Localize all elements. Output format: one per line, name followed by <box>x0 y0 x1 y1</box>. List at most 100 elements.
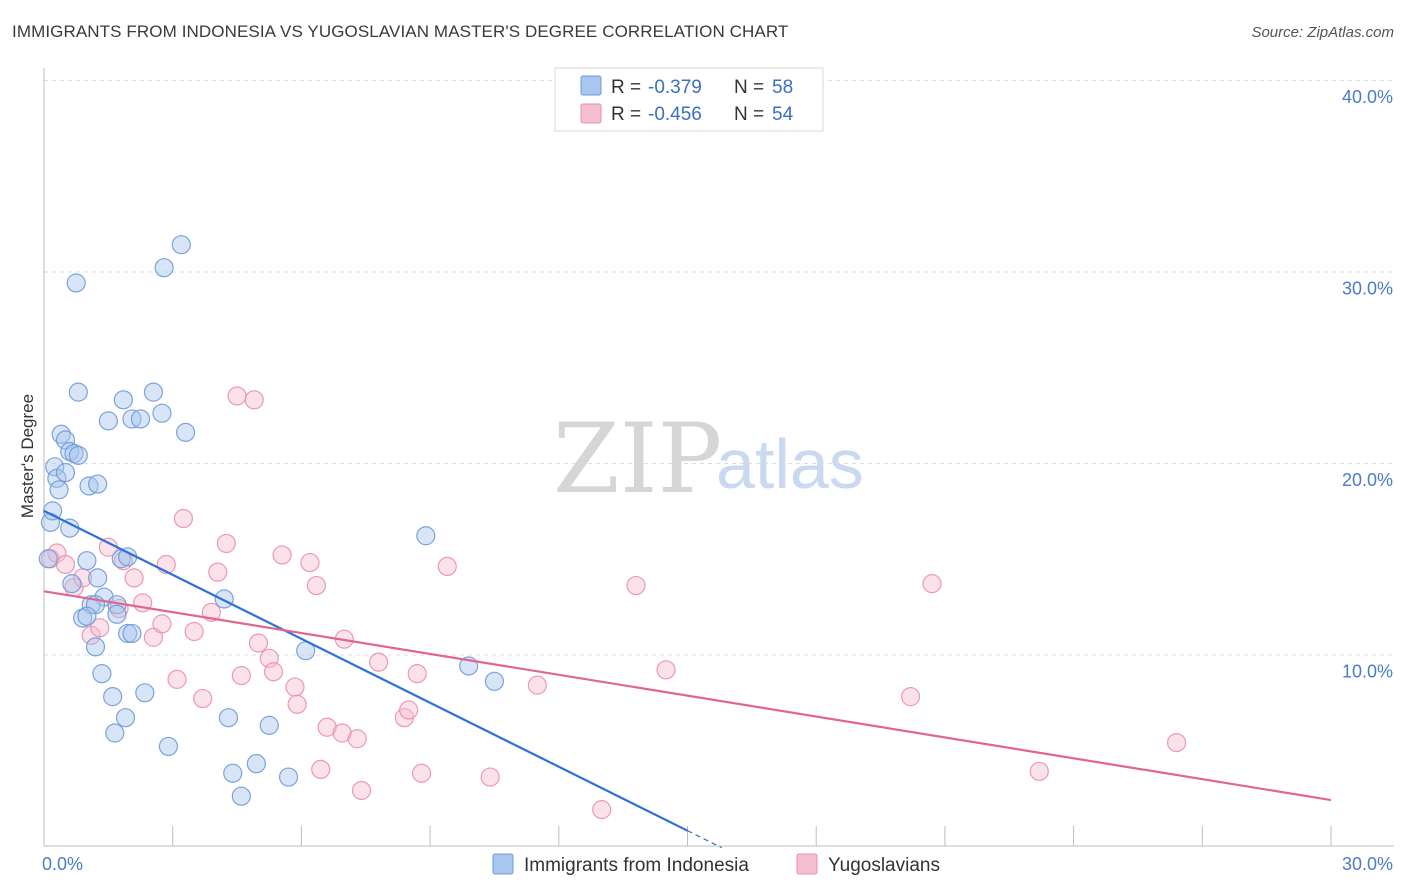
data-point-yugoslavians <box>900 687 921 707</box>
data-point-yugoslavians <box>231 665 251 686</box>
axes <box>43 68 1394 847</box>
trend-line-indonesia-extension <box>687 830 723 849</box>
data-point-indonesia <box>143 382 163 402</box>
data-point-indonesia <box>49 480 69 500</box>
data-point-indonesia <box>66 273 86 293</box>
legend-r-value: -0.379 <box>648 77 702 98</box>
data-point-yugoslavians <box>411 763 432 783</box>
legend-n-label: N = <box>734 104 764 125</box>
data-point-indonesia <box>105 723 125 743</box>
trend-line-yugoslavians <box>43 590 1332 802</box>
trend-line-indonesia <box>43 509 688 832</box>
data-point-indonesia <box>246 754 266 774</box>
data-point-indonesia <box>115 708 136 728</box>
data-point-yugoslavians <box>306 575 327 596</box>
data-point-yugoslavians <box>193 688 213 709</box>
legend-r-label: R = <box>611 77 641 98</box>
data-point-indonesia <box>45 457 65 477</box>
data-point-indonesia <box>278 767 299 787</box>
data-point-yugoslavians <box>480 767 500 787</box>
data-point-indonesia <box>85 637 106 657</box>
y-tick-label: 30.0% <box>1342 279 1393 299</box>
data-point-indonesia <box>68 382 88 402</box>
legend-n-value: 58 <box>772 77 793 98</box>
bottom-legend-swatch-yugoslavians <box>796 853 818 875</box>
data-point-indonesia <box>103 687 123 707</box>
data-point-indonesia <box>175 422 196 442</box>
data-point-indonesia <box>92 664 112 684</box>
data-point-indonesia <box>231 786 251 806</box>
data-point-indonesia <box>158 736 179 757</box>
data-point-indonesia <box>223 763 243 783</box>
data-point-indonesia <box>214 589 234 609</box>
data-point-yugoslavians <box>311 759 331 780</box>
data-point-yugoslavians <box>227 386 247 406</box>
data-point-yugoslavians <box>173 508 194 529</box>
data-point-yugoslavians <box>263 662 284 682</box>
data-point-indonesia <box>152 403 172 423</box>
data-point-yugoslavians <box>351 780 372 801</box>
data-point-indonesia <box>55 430 76 450</box>
data-point-indonesia <box>154 258 174 278</box>
data-point-indonesia <box>60 518 80 538</box>
legend-swatch-indonesia <box>580 75 602 96</box>
y-tick-label: 20.0% <box>1342 470 1393 490</box>
legend-n-value: 54 <box>772 104 794 125</box>
y-tick-label: 40.0% <box>1342 87 1393 107</box>
bottom-legend-label-indonesia: Immigrants from Indonesia <box>524 855 749 876</box>
y-tick-labels: 10.0% 20.0% 30.0% 40.0% <box>1342 87 1393 682</box>
data-point-yugoslavians <box>244 390 264 410</box>
data-point-yugoslavians <box>407 664 427 684</box>
data-point-yugoslavians <box>216 533 236 554</box>
bottom-legend-swatch-indonesia <box>492 853 514 875</box>
data-point-yugoslavians <box>1166 732 1187 753</box>
data-point-indonesia <box>88 474 108 494</box>
data-point-yugoslavians <box>332 723 352 743</box>
data-point-yugoslavians <box>55 554 76 575</box>
y-tick-label: 10.0% <box>1342 662 1393 682</box>
data-point-indonesia <box>77 606 97 626</box>
data-point-indonesia <box>77 551 97 571</box>
series-legend: Immigrants from Indonesia Yugoslavians <box>492 853 940 876</box>
data-point-indonesia <box>38 549 58 569</box>
data-point-indonesia <box>484 671 505 691</box>
data-point-indonesia <box>88 568 108 588</box>
data-point-indonesia <box>122 623 142 644</box>
data-point-yugoslavians <box>437 556 457 577</box>
data-point-yugoslavians <box>1029 761 1049 781</box>
data-point-indonesia <box>135 683 155 703</box>
legend-swatch-yugoslavians <box>580 103 602 124</box>
data-point-yugoslavians <box>248 633 269 653</box>
data-point-indonesia <box>42 501 63 521</box>
data-point-indonesia <box>218 708 239 728</box>
legend-n-label: N = <box>734 77 764 98</box>
data-point-yugoslavians <box>208 562 228 582</box>
data-point-yugoslavians <box>592 800 612 820</box>
legend-r-label: R = <box>611 104 641 125</box>
data-point-indonesia <box>68 445 88 465</box>
data-point-yugoslavians <box>527 675 547 695</box>
data-point-yugoslavians <box>152 614 172 634</box>
data-point-indonesia <box>98 411 118 431</box>
legend-r-value: -0.456 <box>648 104 702 125</box>
y-axis-label: Master's Degree <box>18 394 37 518</box>
data-point-indonesia <box>107 604 127 624</box>
data-point-indonesia <box>259 715 279 735</box>
data-point-yugoslavians <box>167 669 187 689</box>
data-point-yugoslavians <box>184 621 204 642</box>
data-point-yugoslavians <box>285 677 305 697</box>
data-point-yugoslavians <box>272 545 292 565</box>
data-point-yugoslavians <box>90 618 110 638</box>
data-point-yugoslavians <box>399 700 419 720</box>
data-point-yugoslavians <box>317 717 337 737</box>
bottom-legend-label-yugoslavians: Yugoslavians <box>828 855 940 876</box>
data-point-yugoslavians <box>922 574 942 594</box>
x-tick-labels: 0.0% 30.0% <box>42 854 1393 874</box>
watermark-zip: ZIP <box>553 403 722 515</box>
data-point-indonesia <box>113 390 133 410</box>
data-point-yugoslavians <box>143 627 163 647</box>
data-point-indonesia <box>55 462 76 483</box>
series-yugoslavians-points <box>40 386 1187 820</box>
gridlines <box>44 80 1394 656</box>
